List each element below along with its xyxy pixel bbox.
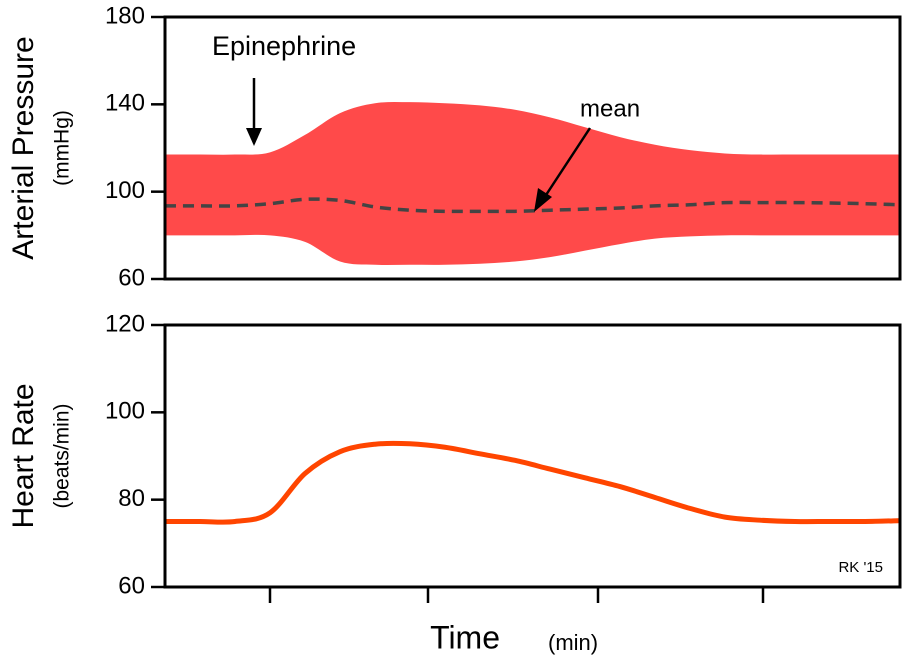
y-tick-label: 80 — [118, 485, 145, 512]
y-axis-unit: (mmHg) — [51, 110, 74, 186]
arrows — [246, 78, 592, 212]
annotation: Epinephrine — [212, 31, 356, 61]
y-tick-label: 60 — [118, 264, 145, 291]
heart-rate-line — [165, 440, 901, 525]
arrow-head — [246, 128, 262, 146]
y-axis-unit: (beats/min) — [51, 403, 74, 508]
y-tick-label: 60 — [118, 572, 145, 599]
y-tick-label: 120 — [105, 310, 145, 337]
arrow-head — [534, 188, 552, 212]
y-axis-title: Heart Rate — [7, 383, 40, 528]
signature: RK '15 — [838, 559, 883, 576]
y-axis-title: Arterial Pressure — [7, 36, 40, 259]
x-axis-title: Time — [430, 619, 500, 655]
bottom-frame — [163, 323, 902, 589]
x-ticks — [268, 587, 765, 603]
arrow — [544, 127, 592, 196]
y-tick-label: 140 — [105, 90, 145, 117]
x-axis-unit: (min) — [548, 630, 598, 655]
y-tick-label: 100 — [105, 177, 145, 204]
data-layer — [165, 102, 901, 525]
y-tick-label: 100 — [105, 398, 145, 425]
pressure-band — [165, 102, 900, 266]
annotation: mean — [580, 95, 640, 122]
y-tick-label: 180 — [105, 2, 145, 29]
top-frame — [163, 15, 902, 281]
mean-line — [165, 197, 901, 214]
